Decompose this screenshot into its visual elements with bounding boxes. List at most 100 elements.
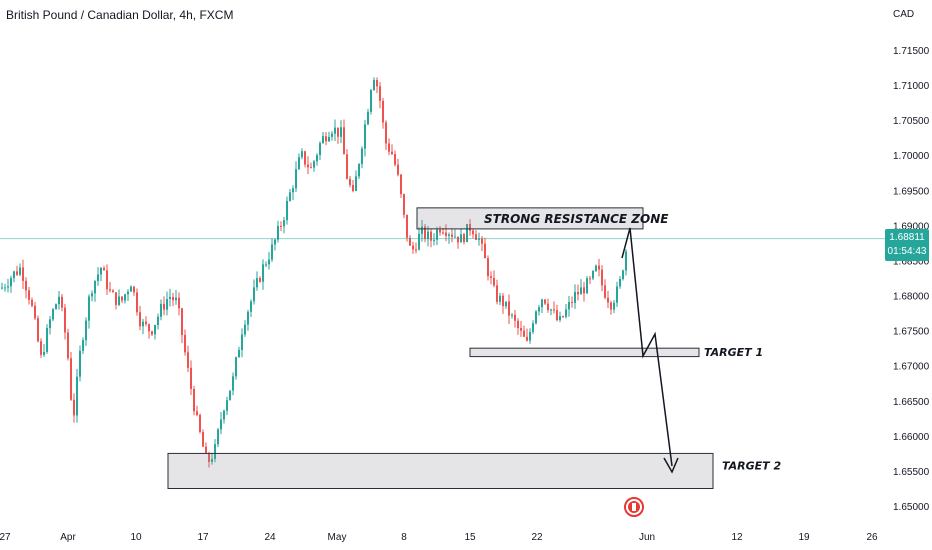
candle-body	[76, 376, 78, 416]
candle-body	[265, 264, 267, 266]
candle-body	[100, 267, 102, 275]
candle-body	[517, 320, 519, 329]
candle-body	[220, 419, 222, 430]
candle-body	[589, 278, 591, 280]
candle-body	[16, 271, 18, 275]
candle-body	[7, 286, 9, 288]
candle-body	[247, 311, 249, 325]
candle-body	[499, 295, 501, 302]
candle-body	[124, 294, 126, 301]
candle-body	[214, 444, 216, 459]
candle-body	[442, 232, 444, 234]
candle-body	[514, 314, 516, 321]
canada-flag-icon[interactable]	[624, 497, 644, 517]
candle-body	[295, 169, 297, 189]
candle-body	[178, 297, 180, 309]
candle-body	[325, 136, 327, 142]
candle-body	[97, 274, 99, 281]
candle-body	[166, 299, 168, 310]
candle-body	[577, 292, 579, 295]
candle-body	[445, 232, 447, 236]
candle-body	[91, 293, 93, 297]
candle-body	[415, 249, 417, 251]
candle-body	[145, 321, 147, 325]
candle-body	[70, 358, 72, 400]
candle-body	[532, 323, 534, 332]
candle-body	[115, 292, 117, 305]
candle-body	[412, 245, 414, 250]
candle-body	[430, 231, 432, 241]
y-tick-label: 1.69000	[893, 221, 930, 232]
candle-body	[571, 302, 573, 304]
candle-body	[82, 340, 84, 351]
candle-body	[292, 188, 294, 193]
current-price: 1.68811	[889, 232, 925, 243]
candle-body	[424, 226, 426, 240]
candle-body	[541, 299, 543, 308]
x-tick-label: 26	[866, 532, 878, 543]
candle-body	[199, 414, 201, 432]
y-tick-label: 1.68000	[893, 292, 930, 303]
candle-body	[481, 238, 483, 244]
candle-body	[28, 290, 30, 300]
candle-body	[232, 376, 234, 391]
candle-body	[163, 303, 165, 310]
x-tick-label: 22	[531, 532, 543, 543]
candle-body	[604, 285, 606, 298]
candle-body	[451, 234, 453, 237]
x-tick-label: 24	[264, 532, 276, 543]
candle-body	[457, 236, 459, 243]
candle-body	[322, 136, 324, 144]
candle-body	[79, 350, 81, 377]
candle-body	[277, 225, 279, 240]
candle-body	[592, 270, 594, 279]
candle-body	[418, 233, 420, 250]
candle-body	[559, 316, 561, 321]
candle-body	[391, 151, 393, 155]
x-tick-label: 19	[798, 532, 810, 543]
candle-body	[256, 278, 258, 288]
candle-body	[352, 184, 354, 192]
candle-body	[211, 458, 213, 462]
candle-body	[127, 291, 129, 295]
candle-body	[253, 287, 255, 302]
zone-label: STRONG RESISTANCE ZONE	[484, 212, 669, 226]
candle-body	[118, 296, 120, 305]
candle-body	[340, 127, 342, 137]
candle-body	[343, 127, 345, 155]
y-tick-label: 1.67500	[893, 327, 930, 338]
candle-body	[196, 411, 198, 415]
candle-body	[1, 287, 3, 289]
candle-body	[226, 400, 228, 411]
x-tick-label: 17	[197, 532, 209, 543]
candle-body	[52, 309, 54, 320]
candle-body	[523, 330, 525, 337]
candle-body	[67, 332, 69, 359]
candle-body	[4, 287, 6, 289]
candle-body	[328, 136, 330, 142]
candle-body	[301, 151, 303, 158]
zone-box	[416, 207, 644, 230]
candle-body	[160, 303, 162, 317]
candle-body	[187, 352, 189, 368]
candle-body	[43, 351, 45, 355]
y-tick-label: 1.71000	[893, 81, 930, 92]
y-tick-label: 1.70000	[893, 151, 930, 162]
y-tick-label: 1.66000	[893, 432, 930, 443]
candle-body	[298, 157, 300, 170]
candle-body	[568, 302, 570, 310]
candle-body	[22, 267, 24, 281]
x-tick-label: 10	[130, 532, 142, 543]
candle-body	[61, 296, 63, 308]
candle-body	[625, 251, 627, 271]
candle-body	[511, 314, 513, 316]
candle-body	[382, 100, 384, 123]
candle-body	[73, 399, 75, 416]
candle-body	[538, 307, 540, 312]
candle-body	[601, 269, 603, 286]
candle-body	[583, 287, 585, 294]
candle-body	[319, 143, 321, 156]
candle-body	[139, 312, 141, 327]
candle-body	[88, 296, 90, 321]
